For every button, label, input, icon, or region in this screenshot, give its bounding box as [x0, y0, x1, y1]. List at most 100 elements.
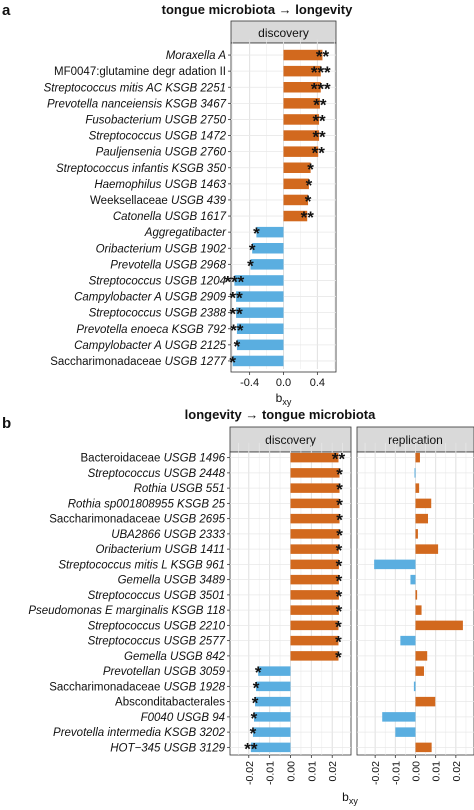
category-label: Prevotella enoeca KSGB 792 [76, 324, 226, 336]
x-tick-label: -0.02 [244, 761, 256, 785]
bar [236, 307, 284, 318]
category-label: Saccharimonadaceae USGB 2695 [49, 514, 225, 526]
significance-mark: * [336, 587, 343, 606]
significance-mark: ** [312, 128, 326, 147]
bar [415, 544, 439, 554]
panel-b: b longevity → tongue microbiota discover… [2, 407, 474, 806]
bar [283, 178, 309, 190]
significance-mark: * [306, 176, 313, 195]
category-label: Streptococcus USGB 2210 [88, 620, 226, 632]
category-label: Weeksellaceae USGB 439 [90, 195, 227, 207]
panel-a-x-axis-title: bxy [276, 391, 292, 407]
x-tick-label: 0.02 [451, 761, 463, 782]
category-label: Haemophilus USGB 1463 [94, 179, 226, 191]
bar [258, 666, 291, 676]
category-label: Pauljensenia USGB 2760 [96, 147, 227, 159]
significance-mark: *** [311, 79, 331, 98]
significance-mark: * [336, 541, 343, 560]
bar [290, 498, 340, 509]
bar [415, 742, 432, 753]
panel-a-significance-marks: *********************************** [224, 47, 331, 372]
bar [236, 339, 284, 351]
significance-mark: * [336, 511, 343, 530]
bar [283, 162, 311, 173]
bar [256, 226, 284, 238]
significance-mark: ** [301, 208, 315, 227]
category-label: Prevotellan USGB 3059 [103, 666, 226, 678]
significance-mark: * [335, 648, 342, 667]
category-label: MF0047:glutamine degr adation II [54, 66, 226, 78]
x-tick-label: 0.4 [310, 377, 325, 389]
bar [236, 323, 284, 334]
panel-a-category-labels: Moraxella A MF0047:glutamine degr adation… [44, 50, 231, 368]
category-label: Moraxella A [166, 50, 227, 62]
bar [283, 210, 308, 222]
bar [290, 574, 339, 585]
bar [252, 243, 284, 254]
category-label: Rothia sp001808955 KSGB 25 [68, 498, 226, 510]
bar [415, 452, 420, 463]
significance-mark: * [305, 192, 312, 211]
category-label: Streptococcus USGB 2577 [88, 636, 226, 648]
panel-a-strip-label: discovery [258, 26, 309, 40]
panel-a-x-ticks: -0.4 0.0 0.4 [240, 372, 325, 389]
bar [283, 98, 320, 109]
bar [283, 114, 320, 125]
category-label: Streptococcus mitis L KSGB 961 [58, 559, 225, 571]
category-label: Rothia USGB 551 [134, 483, 225, 495]
significance-mark: * [336, 465, 343, 484]
category-label: Streptococcus USGB 3501 [88, 590, 225, 602]
significance-mark: ** [229, 305, 243, 324]
bar [290, 529, 340, 539]
significance-mark: ** [312, 111, 326, 130]
category-label: Gemella USGB 3489 [118, 575, 226, 587]
bar [283, 65, 321, 77]
bar [290, 559, 339, 570]
bar [290, 635, 339, 646]
x-tick-label: -0.02 [370, 761, 382, 785]
bar [236, 291, 284, 302]
panel-a-title: tongue microbiota → longevity [162, 2, 353, 17]
significance-mark: * [336, 572, 343, 591]
bar [415, 498, 432, 509]
panel-a-bars [232, 49, 323, 367]
significance-mark: ** [229, 289, 243, 308]
bar [415, 590, 418, 600]
significance-mark: ** [230, 321, 244, 340]
bar [290, 468, 340, 478]
panel-b-x-ticks: -0.02 -0.01 0.00 0.01 0.02 -0.02 -0.01 0.00 0.01… [244, 755, 463, 785]
bar [400, 635, 416, 646]
significance-mark: ** [332, 450, 346, 469]
category-label: Oribacterium USGB 1902 [96, 243, 227, 255]
bar [415, 651, 428, 661]
significance-mark: * [234, 337, 241, 356]
bar [395, 727, 416, 737]
bar [415, 605, 422, 615]
bar [255, 696, 291, 707]
bar [232, 355, 284, 367]
bar [290, 513, 340, 524]
bar [415, 483, 420, 493]
bar [234, 275, 284, 286]
x-tick-label: 0.01 [431, 761, 443, 782]
panel-b-bars [250, 452, 463, 753]
bar [283, 130, 320, 141]
category-label: Streptococcus USGB 1204 [89, 275, 226, 287]
significance-mark: * [229, 353, 236, 372]
bar [253, 712, 291, 722]
category-label: UBA2866 USGB 2333 [111, 529, 225, 541]
category-label: Campylobacter A USGB 2125 [74, 340, 227, 352]
bar [290, 483, 340, 493]
significance-mark: * [336, 602, 343, 621]
panel-b-category-labels: Bacteroidaceae USGB 1496 Streptococcus US… [28, 453, 230, 754]
bar [413, 681, 416, 692]
bar [290, 605, 339, 615]
category-label: Campylobacter A USGB 2909 [74, 292, 227, 304]
category-label: Gemella USGB 842 [124, 651, 226, 663]
bar [256, 681, 291, 692]
bar [415, 513, 429, 524]
category-label: HOT−345 USGB 3129 [110, 742, 225, 754]
significance-mark: * [335, 617, 342, 636]
panel-b-letter: b [2, 415, 11, 432]
